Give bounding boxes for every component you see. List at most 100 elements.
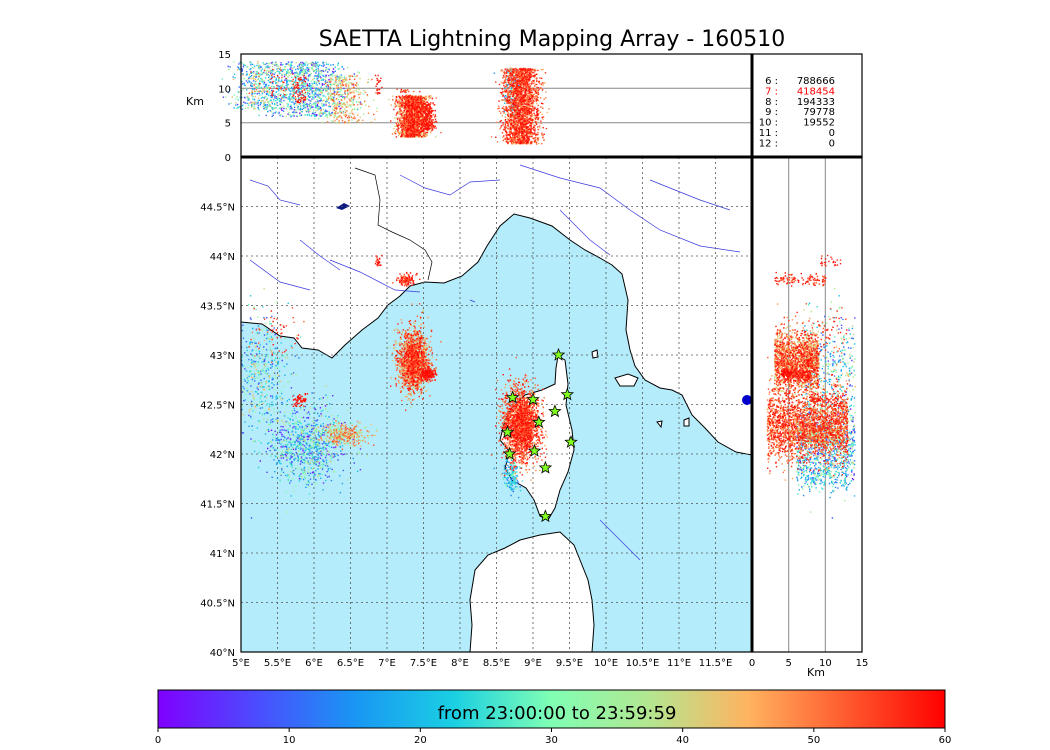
map-ytick-label: 42°N <box>210 450 235 461</box>
altitude-source-points <box>236 62 375 118</box>
stats-row-value: 194333 <box>797 97 835 108</box>
latitude-altitude-points <box>767 254 849 476</box>
altitude-source-points <box>255 68 542 145</box>
stats-row-label: 6 : <box>765 76 778 87</box>
map-xtick-label: 10°E <box>594 658 618 669</box>
altitude-source-points <box>251 62 524 117</box>
map-ytick-label: 43.5°N <box>200 302 235 313</box>
colorbar-tick-label: 50 <box>807 735 820 746</box>
map-xtick-label: 5°E <box>232 658 250 669</box>
altitude-panel: Km 0 5 10 15 <box>186 50 753 164</box>
altitude-source-points <box>233 61 359 117</box>
latitude-altitude-points <box>797 397 852 463</box>
stats-row-label: 12 : <box>759 138 778 149</box>
altitude-tick-label: 0 <box>225 153 231 164</box>
stats-row-label: 8 : <box>765 97 778 108</box>
map-xtick-label: 7.5°E <box>410 658 437 669</box>
map-ytick-label: 41.5°N <box>200 500 235 511</box>
chart-title: SAETTA Lightning Mapping Array - 160510 <box>319 27 786 52</box>
station-star <box>502 446 517 460</box>
colorbar-tick-label: 0 <box>155 735 161 746</box>
colorbar: from 23:00:00 to 23:59:59 0 10 20 30 40 50 60 <box>155 689 952 746</box>
map-ytick-label: 44°N <box>210 252 235 263</box>
map-xtick-label: 11°E <box>667 658 691 669</box>
map-xtick-label: 8.5°E <box>483 658 510 669</box>
stats-row-label: 9 : <box>765 107 778 118</box>
station-star <box>505 390 520 404</box>
station-star <box>527 443 542 457</box>
side-tick-label: 10 <box>819 658 832 669</box>
map-xtick-label: 11.5°E <box>699 658 733 669</box>
station-star <box>538 509 553 523</box>
colorbar-tick-label: 60 <box>939 735 952 746</box>
elba-island <box>614 373 639 387</box>
colorbar-label: from 23:00:00 to 23:59:59 <box>438 703 677 724</box>
colorbar-tick-label: 20 <box>414 735 427 746</box>
side-tick-label: 5 <box>785 658 791 669</box>
map-xtick-label: 6°E <box>305 658 323 669</box>
map-ytick-label: 40.5°N <box>200 599 235 610</box>
altitude-source-points <box>258 68 545 145</box>
altitude-tick-label: 5 <box>225 119 231 130</box>
sardinia-island <box>469 531 595 652</box>
lightning-source-points <box>251 324 432 446</box>
stats-row-value: 418454 <box>797 86 835 97</box>
lightning-source-points <box>270 429 337 471</box>
station-star <box>526 392 540 406</box>
station-star <box>532 415 546 429</box>
colorbar-tick-label: 30 <box>545 735 558 746</box>
side-xlabel: Km <box>807 666 825 679</box>
map-xtick-label: 5.5°E <box>264 658 291 669</box>
map-xtick-label: 9°E <box>524 658 542 669</box>
station-star <box>560 387 575 401</box>
montecristo-island <box>656 420 663 429</box>
stats-row-value: 79778 <box>803 107 835 118</box>
map-ytick-label: 41°N <box>210 549 235 560</box>
mainland-land <box>241 157 752 456</box>
borders <box>354 167 433 281</box>
colorbar-tick-label: 10 <box>283 735 296 746</box>
latitude-altitude-points <box>768 255 847 461</box>
map-xtick-label: 6.5°E <box>337 658 364 669</box>
station-marker-blue <box>742 395 752 405</box>
stats-row-value: 0 <box>829 138 835 149</box>
map-ytick-label: 44.5°N <box>200 203 235 214</box>
stats-row-value: 19552 <box>803 118 835 129</box>
altitude-source-points <box>317 67 546 145</box>
map-xtick-label: 8°E <box>451 658 469 669</box>
side-tick-label: 0 <box>749 658 755 669</box>
stats-row-label: 7 : <box>765 86 778 97</box>
rivers <box>249 164 741 561</box>
side-panel: 0 5 10 15 Km <box>241 54 868 679</box>
map-ytick-label: 40°N <box>210 648 235 659</box>
map-ytick-label: 43°N <box>210 351 235 362</box>
altitude-source-points <box>275 68 543 145</box>
map-xtick-label: 10.5°E <box>626 658 660 669</box>
capraia-island <box>591 349 599 359</box>
altitude-tick-label: 15 <box>218 50 231 61</box>
station-star <box>500 425 515 439</box>
map-panel: 5°E 5.5°E 6°E 6.5°E 7°E 7.5°E 8°E 8.5°E 9°E 9.5°E… <box>200 156 753 669</box>
lightning-source-points <box>269 259 547 477</box>
station-star <box>538 460 553 474</box>
station-star <box>548 404 562 418</box>
altitude-source-points <box>246 63 425 138</box>
stats-row-label: 11 : <box>759 128 778 139</box>
altitude-ylabel: Km <box>186 95 204 108</box>
stats-row-label: 10 : <box>759 118 778 129</box>
map-xtick-label: 9.5°E <box>556 658 583 669</box>
altitude-tick-label: 10 <box>218 84 231 95</box>
map-xtick-label: 7°E <box>378 658 396 669</box>
station-star <box>551 347 566 361</box>
map-ytick-label: 42.5°N <box>200 401 235 412</box>
stats-row-value: 0 <box>829 128 835 139</box>
altitude-source-points <box>251 68 550 145</box>
stats-row-value: 788666 <box>797 76 835 87</box>
side-tick-label: 15 <box>856 658 869 669</box>
latitude-altitude-points <box>767 303 848 475</box>
lightning-source-points <box>253 276 541 465</box>
station-star <box>564 435 578 448</box>
latitude-altitude-points <box>767 259 848 477</box>
